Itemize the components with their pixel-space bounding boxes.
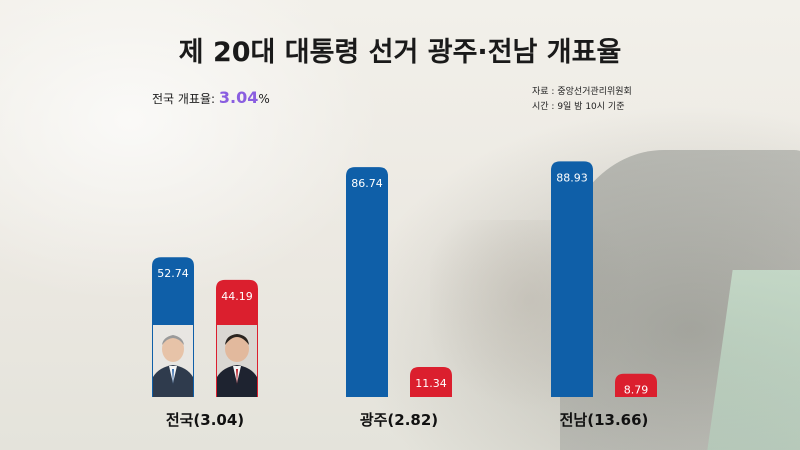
candidate-portrait: [217, 325, 257, 397]
bar-red: [615, 373, 657, 397]
bar-value-label: 88.93: [556, 171, 588, 184]
bar-value-label: 44.19: [221, 290, 253, 303]
national-count-rate: 전국 개표율: 3.04%: [152, 88, 270, 107]
chart-title: 제 20대 대통령 선거 광주·전남 개표율: [178, 37, 622, 68]
bar-value-label: 52.74: [157, 267, 189, 280]
category-label: 전남(13.66): [560, 411, 649, 429]
background-figure: [430, 220, 630, 420]
bar-red: [410, 366, 452, 397]
source-note: 자료 : 중앙선거관리위원회 시간 : 9일 밤 10시 기준: [532, 85, 632, 115]
national-count-rate-value: 3.04: [218, 88, 259, 107]
bar-blue: [551, 161, 593, 397]
bar-value-label: 8.79: [624, 384, 649, 397]
bar-value-label: 86.74: [351, 177, 383, 190]
bar-blue: [346, 167, 388, 397]
candidate-portrait: [153, 325, 193, 397]
national-count-rate-label: 전국 개표율:: [152, 92, 216, 106]
national-count-rate-unit: %: [258, 92, 270, 106]
category-label: 광주(2.82): [360, 411, 438, 429]
time-line: 시간 : 9일 밤 10시 기준: [532, 102, 625, 112]
source-line: 자료 : 중앙선거관리위원회: [532, 87, 632, 97]
candidate-photo-red: [217, 325, 257, 397]
candidate-photo-blue: [153, 325, 193, 397]
category-label: 전국(3.04): [166, 411, 244, 429]
bar-value-label: 11.34: [415, 377, 447, 390]
